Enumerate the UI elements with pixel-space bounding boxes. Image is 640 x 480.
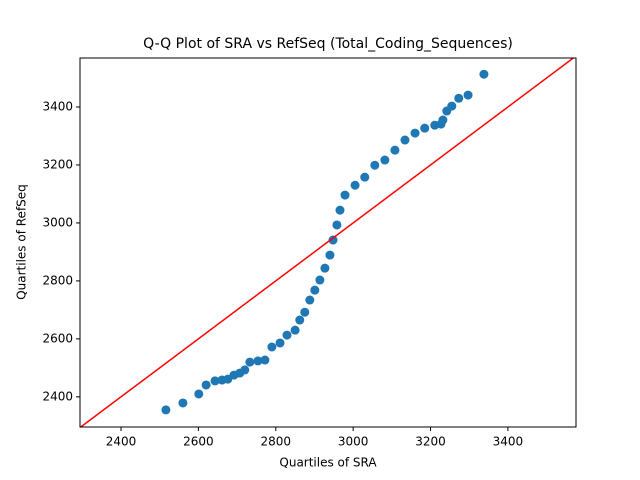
point [370, 160, 380, 170]
point [332, 220, 342, 230]
x-tick-label: 2400 [106, 435, 137, 449]
point [310, 285, 320, 295]
point [325, 250, 335, 260]
point [305, 295, 315, 305]
x-tick-label: 3000 [338, 435, 369, 449]
y-tick-label: 2800 [42, 273, 73, 287]
point [340, 190, 350, 200]
point [400, 135, 410, 145]
point [380, 155, 390, 165]
point [290, 325, 300, 335]
y-tick-label: 3000 [42, 215, 73, 229]
y-tick-label: 2400 [42, 389, 73, 403]
point [267, 342, 277, 352]
y-axis-label: Quartiles of RefSeq [15, 184, 29, 300]
reference-line [80, 58, 575, 427]
point [350, 180, 360, 190]
point [335, 205, 345, 215]
y-tick-label: 3400 [42, 99, 73, 113]
point [438, 115, 448, 125]
point [300, 307, 310, 317]
point [161, 405, 171, 415]
point [253, 356, 263, 366]
point [201, 380, 211, 390]
point [479, 69, 489, 79]
point [420, 123, 430, 133]
x-tick-label: 2600 [183, 435, 214, 449]
axes-frame [79, 57, 577, 428]
chart-title: Q-Q Plot of SRA vs RefSeq (Total_Coding_… [143, 36, 513, 52]
y-tick-label: 2600 [42, 331, 73, 345]
plot-area [80, 58, 575, 427]
point [275, 338, 285, 348]
point [328, 235, 338, 245]
point [210, 376, 220, 386]
point [320, 263, 330, 273]
point [410, 128, 420, 138]
point [178, 398, 188, 408]
x-tick-label: 3400 [493, 435, 524, 449]
point [463, 90, 473, 100]
x-axis-label: Quartiles of SRA [279, 456, 377, 470]
point [360, 172, 370, 182]
x-tick-label: 2800 [260, 435, 291, 449]
point [454, 93, 464, 103]
point [282, 330, 292, 340]
point [390, 145, 400, 155]
point [315, 275, 325, 285]
point [194, 389, 204, 399]
x-tick-label: 3200 [415, 435, 446, 449]
y-tick-label: 3200 [42, 157, 73, 171]
point [447, 101, 457, 111]
point [245, 357, 255, 367]
point [260, 355, 270, 365]
point [240, 365, 250, 375]
point [295, 315, 305, 325]
